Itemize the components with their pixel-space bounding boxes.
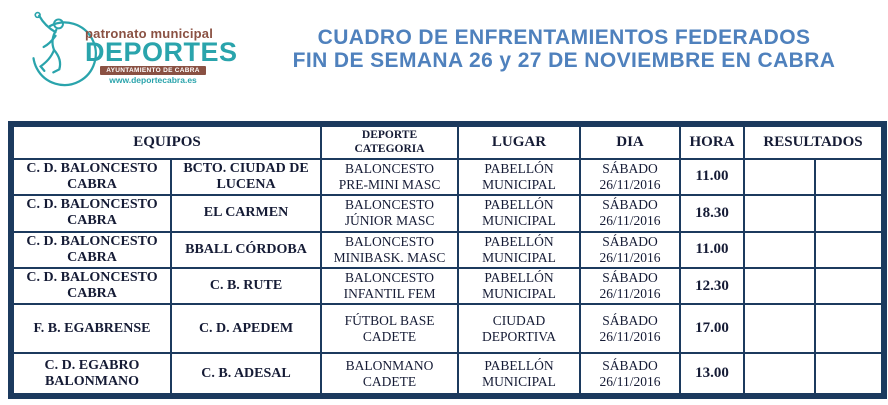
cell-time: 11.00: [679, 230, 746, 269]
schedule-table: EQUIPOS DEPORTE CATEGORIA LUGAR DIA HORA…: [8, 121, 888, 400]
cell-time: 11.00: [679, 157, 746, 197]
cell-team-a: F. B. EGABRENSE: [10, 303, 172, 355]
cell-team-b: BBALL CÓRDOBA: [169, 230, 323, 269]
header-row: EQUIPOS DEPORTE CATEGORIA LUGAR DIA HORA…: [9, 123, 886, 160]
cell-team-a: C. D. BALONCESTO CABRA: [10, 194, 172, 233]
table-row: C. D. BALONCESTO CABRA BCTO. CIUDAD DE L…: [10, 157, 886, 197]
cell-result-a: [743, 352, 817, 398]
cell-result-a: [743, 230, 817, 269]
cell-team-a: C. D. BALONCESTO CABRA: [10, 157, 172, 197]
discus-thrower-icon: [32, 11, 97, 87]
cell-team-a: C. D. EGABRO BALONMANO: [10, 352, 172, 398]
cell-team-b: EL CARMEN: [169, 194, 323, 233]
logo-deportes-text: DEPORTES: [85, 37, 238, 67]
logo-ayuntamiento-bar: AYUNTAMIENTO DE CABRA: [100, 65, 206, 75]
table-row: C. D. BALONCESTO CABRA BBALL CÓRDOBA BAL…: [10, 230, 886, 269]
cell-sport: FÚTBOL BASE CADETE: [320, 303, 460, 355]
cell-result-a: [743, 157, 817, 197]
deportes-logo: patronato municipal DEPORTES AYUNTAMIENT…: [22, 6, 238, 94]
cell-team-b: BCTO. CIUDAD DE LUCENA: [169, 157, 323, 197]
cell-team-b: C. D. APEDEM: [169, 303, 323, 355]
cell-result-a: [743, 303, 817, 355]
header-resultados: RESULTADOS: [743, 123, 886, 160]
cell-sport: BALONMANO CADETE: [320, 352, 460, 398]
cell-sport: BALONCESTO JÚNIOR MASC: [320, 194, 460, 233]
cell-venue: PABELLÓN MUNICIPAL: [457, 352, 582, 398]
cell-result-a: [743, 266, 817, 306]
cell-time: 18.30: [679, 194, 746, 233]
page-title: CUADRO DE ENFRENTAMIENTOS FEDERADOS FIN …: [244, 26, 884, 72]
table-row: C. D. BALONCESTO CABRA EL CARMEN BALONCE…: [10, 194, 886, 233]
cell-result-b: [814, 194, 886, 233]
cell-sport: BALONCESTO PRE-MINI MASC: [320, 157, 460, 197]
cell-time: 13.00: [679, 352, 746, 398]
cell-result-b: [814, 157, 886, 197]
cell-day: SÁBADO 26/11/2016: [579, 266, 682, 306]
table-row: C. D. EGABRO BALONMANO C. B. ADESAL BALO…: [10, 352, 886, 398]
cell-day: SÁBADO 26/11/2016: [579, 194, 682, 233]
cell-result-b: [814, 266, 886, 306]
cell-time: 17.00: [679, 303, 746, 355]
cell-sport: BALONCESTO INFANTIL FEM: [320, 266, 460, 306]
cell-venue: PABELLÓN MUNICIPAL: [457, 230, 582, 269]
header-deporte-categoria: DEPORTE CATEGORIA: [320, 123, 460, 160]
cell-time: 12.30: [679, 266, 746, 306]
cell-team-a: C. D. BALONCESTO CABRA: [10, 230, 172, 269]
page-title-line2: FIN DE SEMANA 26 y 27 DE NOVIEMBRE EN CA…: [292, 48, 836, 72]
cell-result-b: [814, 352, 886, 398]
table-row: C. D. BALONCESTO CABRA C. B. RUTE BALONC…: [10, 266, 886, 306]
table-row: F. B. EGABRENSE C. D. APEDEM FÚTBOL BASE…: [10, 303, 886, 355]
cell-team-b: C. B. RUTE: [169, 266, 323, 306]
header-hora: HORA: [679, 123, 746, 160]
cell-day: SÁBADO 26/11/2016: [579, 230, 682, 269]
cell-day: SÁBADO 26/11/2016: [579, 352, 682, 398]
logo-patronato-text: patronato municipal: [85, 26, 214, 41]
cell-day: SÁBADO 26/11/2016: [579, 157, 682, 197]
page-title-line1: CUADRO DE ENFRENTAMIENTOS FEDERADOS: [317, 26, 811, 49]
header-equipos: EQUIPOS: [9, 123, 323, 160]
cell-day: SÁBADO 26/11/2016: [579, 303, 682, 355]
header-lugar: LUGAR: [457, 123, 582, 160]
cell-venue: PABELLÓN MUNICIPAL: [457, 157, 582, 197]
logo-website-url: www.deportecabra.es: [109, 74, 197, 85]
header-dia: DIA: [579, 123, 682, 160]
cell-venue: PABELLÓN MUNICIPAL: [457, 266, 582, 306]
cell-venue: PABELLÓN MUNICIPAL: [457, 194, 582, 233]
cell-venue: CIUDAD DEPORTIVA: [457, 303, 582, 355]
cell-sport: BALONCESTO MINIBASK. MASC: [320, 230, 460, 269]
cell-team-a: C. D. BALONCESTO CABRA: [10, 266, 172, 306]
cell-result-a: [743, 194, 817, 233]
cell-result-b: [814, 230, 886, 269]
cell-result-b: [814, 303, 886, 355]
cell-team-b: C. B. ADESAL: [169, 352, 323, 398]
